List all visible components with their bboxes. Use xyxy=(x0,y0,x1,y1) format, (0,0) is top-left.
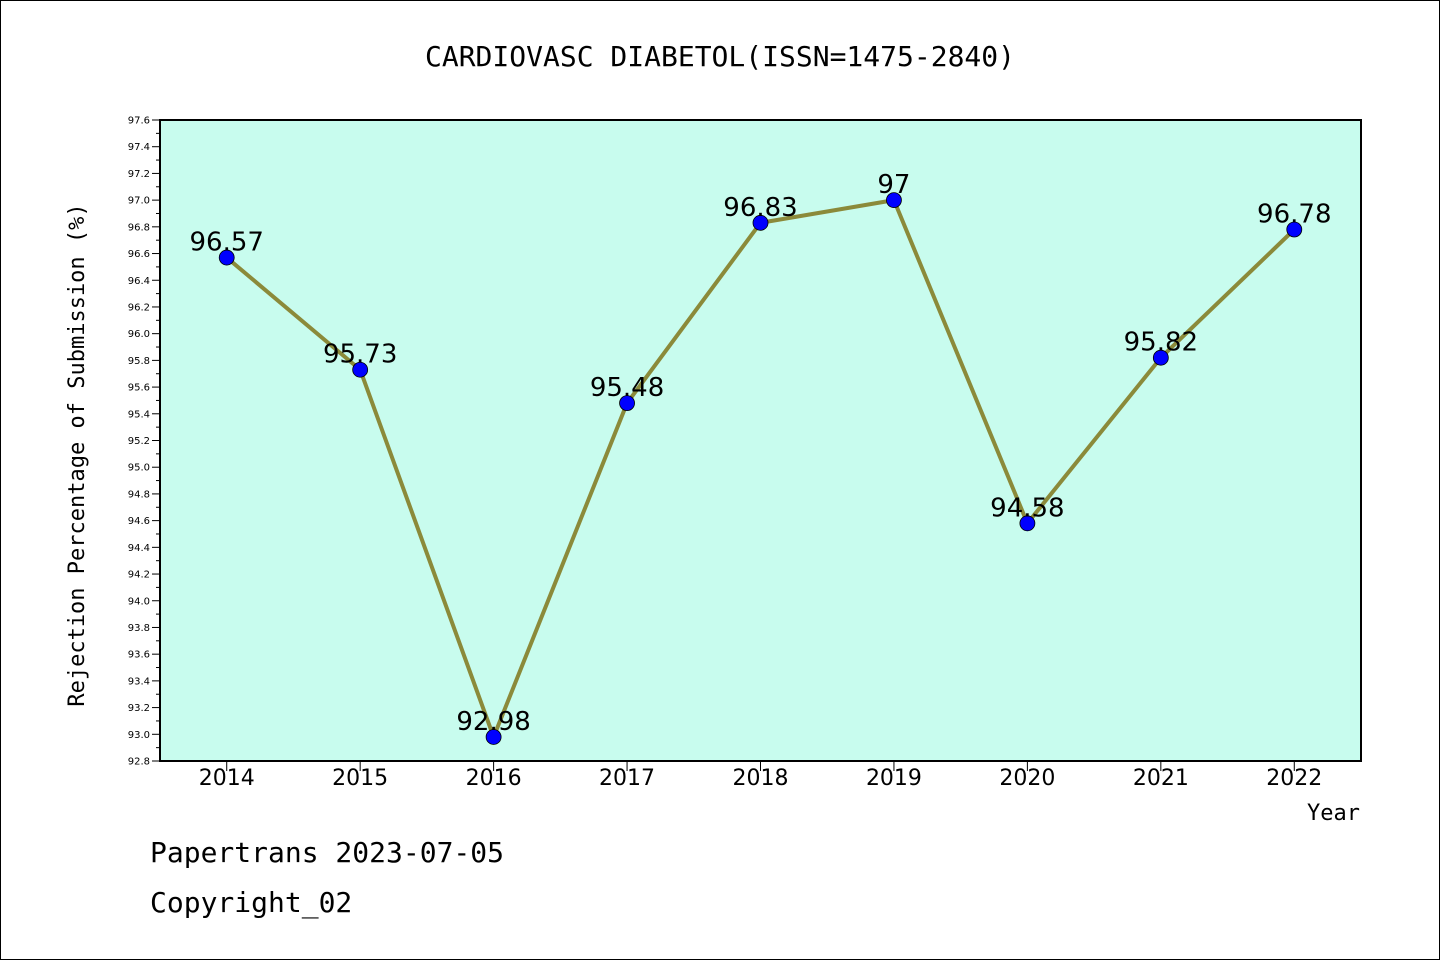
y-tick-label: 94.2 xyxy=(128,570,150,581)
y-tick-label: 96.4 xyxy=(128,276,150,287)
data-point xyxy=(619,395,635,412)
y-tick-label: 94.4 xyxy=(128,543,150,554)
y-axis-label: Rejection Percentage of Submission (%) xyxy=(65,203,90,706)
data-point xyxy=(352,361,369,378)
x-tick-label: 2022 xyxy=(1266,766,1322,791)
footer-date: Papertrans 2023-07-05 xyxy=(150,836,505,869)
x-tick-label: 2019 xyxy=(866,766,922,791)
y-tick-label: 97.0 xyxy=(128,196,150,207)
y-tick-label: 95.0 xyxy=(128,463,150,474)
y-tick-label: 95.6 xyxy=(128,383,150,394)
data-label: 92.98 xyxy=(456,707,530,737)
x-axis-ticks: 2014 2015 2016 2017 2018 2019 2020 2021 2022 xyxy=(199,761,1322,791)
data-labels: 96.57 95.73 92.98 95.48 96.83 97 94.58 95.82 96.… xyxy=(190,170,1332,737)
data-point xyxy=(1019,515,1036,532)
y-tick-label: 93.4 xyxy=(128,676,150,687)
data-point xyxy=(1286,221,1303,238)
y-tick-label: 97.4 xyxy=(128,142,150,153)
chart-title: CARDIOVASC DIABETOL(ISSN=1475-2840) xyxy=(425,40,1015,73)
x-tick-label: 2018 xyxy=(733,766,789,791)
x-tick-label: 2016 xyxy=(466,766,522,791)
data-point xyxy=(485,729,502,745)
x-tick-label: 2020 xyxy=(999,766,1055,791)
data-point xyxy=(1152,349,1169,366)
y-tick-label: 96.8 xyxy=(128,222,150,233)
y-tick-label: 96.0 xyxy=(128,329,150,340)
x-tick-label: 2021 xyxy=(1133,766,1189,791)
y-tick-label: 94.6 xyxy=(128,516,150,527)
x-axis-label: Year xyxy=(1307,801,1360,826)
data-label: 97 xyxy=(877,170,910,200)
y-tick-label: 94.8 xyxy=(128,489,150,500)
data-label: 94.58 xyxy=(990,493,1064,523)
data-label: 95.82 xyxy=(1124,328,1198,358)
x-tick-label: 2017 xyxy=(599,766,655,791)
y-tick-label: 96.6 xyxy=(128,249,150,260)
y-tick-label: 94.0 xyxy=(128,596,150,607)
y-tick-label: 95.2 xyxy=(128,436,150,447)
data-label: 95.48 xyxy=(590,373,664,403)
y-tick-label: 95.4 xyxy=(128,409,150,420)
y-tick-label: 93.6 xyxy=(128,650,150,661)
y-tick-label: 93.8 xyxy=(128,623,150,634)
y-tick-label: 93.0 xyxy=(128,730,150,741)
y-tick-label: 95.8 xyxy=(128,356,150,367)
footer-copyright: Copyright_02 xyxy=(150,886,353,919)
y-tick-label: 92.8 xyxy=(128,757,150,768)
data-label: 95.73 xyxy=(323,340,397,370)
y-tick-label: 93.2 xyxy=(128,703,150,714)
data-label: 96.57 xyxy=(190,228,264,258)
x-tick-label: 2015 xyxy=(332,766,388,791)
data-markers xyxy=(218,192,1303,745)
y-tick-label: 96.2 xyxy=(128,302,150,313)
x-tick-label: 2014 xyxy=(199,766,255,791)
y-tick-label: 97.6 xyxy=(128,116,150,127)
data-point xyxy=(886,192,902,209)
data-point xyxy=(218,249,235,266)
data-label: 96.83 xyxy=(723,193,797,223)
y-tick-label: 97.2 xyxy=(128,169,150,180)
y-axis-ticks: 92.8 93.0 93.2 93.4 93.6 93.8 94.0 94.2 94.4 94.6… xyxy=(128,116,160,768)
data-label: 96.78 xyxy=(1257,200,1331,230)
data-point xyxy=(752,214,769,231)
